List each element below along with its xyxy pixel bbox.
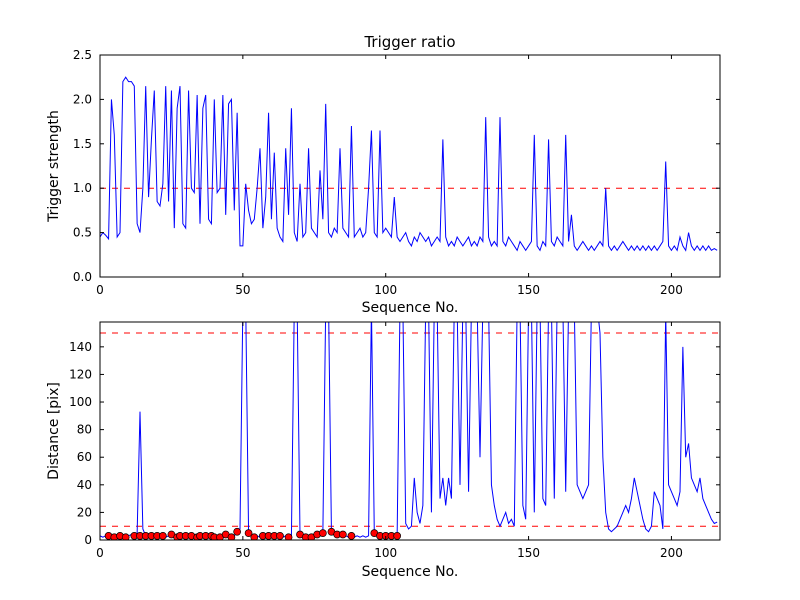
data-line	[100, 322, 718, 538]
detection-marker	[159, 532, 167, 540]
detection-marker	[284, 533, 293, 540]
x-axis-label-bottom: Sequence No.	[361, 564, 459, 580]
y-tick-label: 0	[84, 533, 92, 547]
detection-marker	[276, 532, 284, 540]
x-tick-label: 200	[660, 546, 683, 560]
y-tick-label: 2.5	[73, 48, 92, 62]
data-line	[100, 76, 718, 252]
x-tick-label: 0	[96, 546, 104, 560]
detection-marker	[339, 530, 347, 539]
y-tick-label: 0.5	[73, 226, 92, 240]
detection-marker	[244, 529, 253, 537]
y-tick-label: 120	[69, 367, 92, 381]
detection-marker	[227, 533, 236, 540]
detection-marker	[121, 533, 130, 540]
y-tick-label: 140	[69, 340, 92, 354]
detection-marker	[250, 533, 259, 540]
y-tick-label: 0.0	[73, 270, 92, 284]
x-tick-label: 150	[517, 283, 540, 297]
detection-marker	[319, 529, 327, 537]
detection-marker	[233, 527, 241, 536]
x-axis-label-top: Sequence No.	[361, 300, 459, 316]
subplot-2: 0 50 100 150 200 0 20 40 60 80 100 120 140	[69, 321, 721, 560]
x-tick-label: 50	[235, 546, 250, 560]
y-axis-label-distance: Distance [pix]	[46, 382, 62, 480]
x-tick-label: 100	[374, 283, 397, 297]
axes-frame	[99, 54, 721, 278]
y-axis-label-trigger-strength: Trigger strength	[46, 110, 62, 222]
x-tick-label: 50	[235, 283, 250, 297]
chart-title: Trigger ratio	[364, 33, 456, 51]
y-tick-label: 60	[77, 450, 92, 464]
y-tick-label: 1.0	[73, 181, 92, 195]
detection-marker	[393, 532, 401, 540]
detection-marker	[347, 532, 356, 540]
x-tick-label: 0	[96, 283, 104, 297]
y-tick-label: 2.0	[73, 92, 92, 106]
y-tick-label: 1.5	[73, 137, 92, 151]
x-tick-label: 150	[517, 546, 540, 560]
subplot-1: 0 50 100 150 200 0.0 0.5 1.0 1.5 2.0 2.5	[73, 48, 721, 297]
x-tick-label: 200	[660, 283, 683, 297]
y-tick-label: 100	[69, 395, 92, 409]
y-tick-label: 20	[77, 505, 92, 519]
axes-frame	[99, 321, 721, 541]
x-tick-label: 100	[374, 546, 397, 560]
y-tick-label: 80	[77, 423, 92, 437]
y-tick-label: 40	[77, 478, 92, 492]
